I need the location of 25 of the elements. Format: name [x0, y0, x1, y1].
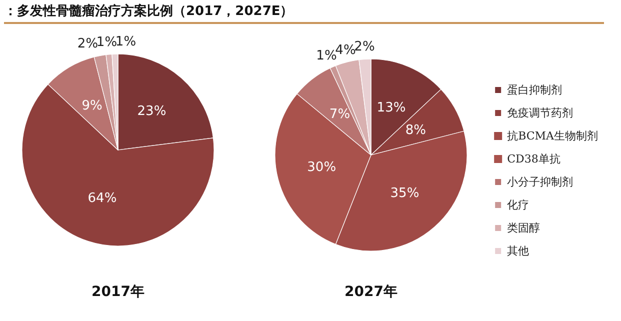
data-label: 2% — [354, 40, 375, 55]
data-label: 1% — [316, 48, 337, 64]
data-label: 4% — [335, 42, 356, 58]
legend-label: 蛋白抑制剂 — [507, 84, 562, 96]
legend-label: 免疫调节药剂 — [507, 106, 574, 120]
data-label: 35% — [390, 186, 420, 201]
legend-label: 其他 — [507, 244, 530, 258]
data-label: 9% — [82, 98, 102, 114]
data-label: 8% — [405, 122, 426, 138]
legend-label: 小分子抑制剂 — [507, 176, 574, 188]
data-label: 64% — [88, 191, 117, 206]
chart-title: ：多发性骨髓瘤治疗方案比例（2017，2027E） — [4, 2, 604, 24]
legend-label: CD38单抗 — [507, 152, 560, 166]
legend-label: 抗BCMA生物制剂 — [507, 130, 598, 142]
data-label: 2% — [77, 36, 98, 52]
data-label: 13% — [376, 100, 406, 116]
legend-label: 类固醇 — [507, 222, 540, 234]
data-label: 1% — [115, 34, 136, 50]
data-label: 23% — [137, 104, 166, 120]
data-label: 7% — [329, 107, 350, 122]
data-label: 30% — [307, 160, 336, 176]
legend-label: 化疗 — [507, 198, 530, 212]
slice-label: 2017年 — [92, 284, 144, 300]
slice-label: 2027年 — [344, 284, 398, 300]
data-label: 1% — [96, 34, 118, 50]
